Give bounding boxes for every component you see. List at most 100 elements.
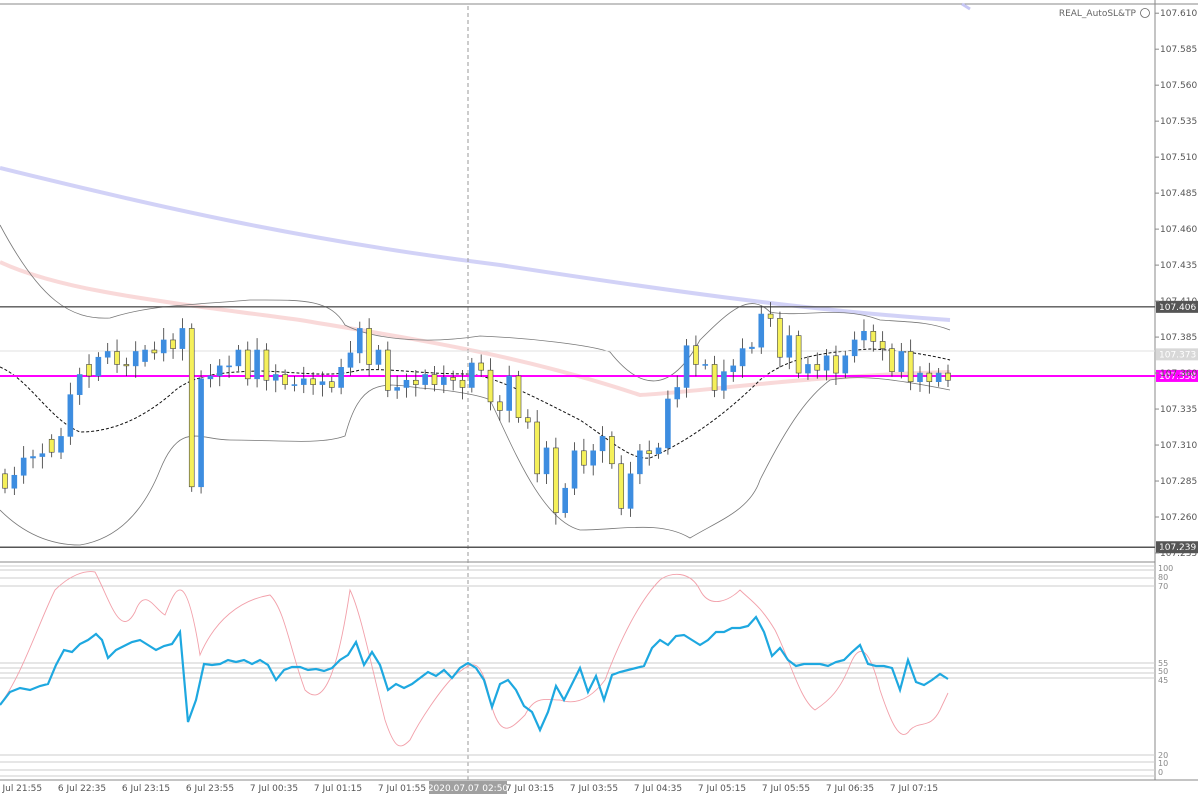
candle-body (114, 351, 120, 365)
time-tick-label: 7 Jul 06:35 (826, 784, 874, 794)
crosshair-time-box (429, 781, 507, 794)
oscillator-level-label: 100 (1158, 564, 1173, 573)
candle-body (244, 349, 251, 380)
time-tick-label: 7 Jul 05:55 (762, 784, 810, 794)
oscillator-level-label: 55 (1158, 659, 1168, 668)
candle-body (198, 378, 204, 488)
oscillator-level-label: 0 (1158, 768, 1163, 777)
time-tick-label: 7 Jul 07:15 (890, 784, 938, 794)
price-tick-label: 107.610 (1160, 9, 1197, 19)
candle-body (842, 355, 849, 374)
price-tick-label: 107.360 (1160, 369, 1197, 379)
candle-body (123, 364, 130, 367)
candle-body (48, 438, 55, 453)
oscillator-level-label: 20 (1158, 751, 1168, 760)
candle-body (907, 351, 914, 383)
time-tick-label: 6 Jul 23:55 (186, 784, 234, 794)
stochastic-line (0, 571, 949, 747)
candle-body (478, 362, 484, 371)
candle-body (618, 463, 625, 509)
mid-ma-line (0, 260, 951, 398)
candle-body (693, 345, 699, 365)
candle-body (431, 374, 438, 385)
price-tick-label: 107.385 (1160, 333, 1197, 343)
candle-body (347, 352, 354, 368)
candle-body (170, 339, 176, 349)
candle-body (917, 372, 923, 383)
candle-body (683, 345, 690, 388)
resistance-line-label: 107.406 (1159, 303, 1196, 313)
indicator-label: REAL_AutoSL&TP (1059, 9, 1137, 19)
ask-price-label: 107.373 (1159, 350, 1196, 360)
candle-body (674, 387, 681, 400)
time-tick-label: 7 Jul 03:55 (570, 784, 618, 794)
candle-body (375, 349, 382, 365)
time-tick-label: 6 Jul 22:35 (58, 784, 106, 794)
candle-body (749, 346, 755, 349)
price-tick-label: 107.310 (1160, 441, 1197, 451)
candle-body (300, 378, 307, 385)
candle-body (758, 313, 765, 348)
candle-body (254, 349, 260, 380)
candle-body (469, 362, 475, 388)
candle-body (132, 351, 139, 367)
candle-body (441, 377, 447, 385)
candle-body (833, 355, 839, 374)
oscillator-level-label: 80 (1158, 573, 1168, 582)
candle-body (655, 447, 662, 454)
candle-body (721, 371, 727, 391)
candle-body (413, 379, 419, 385)
price-tick-label: 107.435 (1160, 261, 1197, 271)
bollinger-lower (0, 377, 951, 546)
candle-body (553, 447, 559, 513)
candle-body (58, 436, 64, 453)
time-tick-label: 7 Jul 01:55 (378, 784, 426, 794)
candle-body (216, 365, 223, 377)
candle-body (515, 375, 522, 418)
candle-body (702, 364, 709, 366)
candle-body (571, 450, 578, 489)
candle-body (525, 417, 531, 423)
candle-body (422, 374, 428, 385)
support-line-tag (1156, 541, 1198, 554)
resistance-line-tag (1156, 300, 1198, 313)
price-tick-label: 107.560 (1160, 81, 1197, 91)
candle-body (627, 473, 634, 509)
time-tick-label: 6 Jul 23:15 (122, 784, 170, 794)
price-tick-label: 107.335 (1160, 405, 1197, 415)
candle-body (777, 318, 783, 358)
candle-body (160, 339, 167, 354)
candle-body (861, 331, 867, 341)
candle-body (67, 394, 74, 437)
candle-body (945, 372, 951, 381)
candle-body (665, 398, 671, 449)
candle-body (385, 349, 391, 391)
candle-body (543, 447, 550, 475)
bollinger-upper (0, 224, 951, 382)
candle-body (814, 364, 821, 371)
time-tick-label: 7 Jul 00:35 (250, 784, 298, 794)
price-tick-label: 107.235 (1160, 549, 1197, 559)
candle-body (609, 436, 615, 465)
candle-body (459, 379, 466, 388)
oscillator-level-label: 70 (1158, 582, 1168, 591)
price-tick-label: 107.260 (1160, 513, 1197, 523)
candle-body (889, 348, 895, 372)
candles-group (2, 302, 951, 525)
price-tick-label: 107.485 (1160, 189, 1197, 199)
price-tick-label: 107.585 (1160, 45, 1197, 55)
current-price-line-tag (1156, 369, 1198, 382)
candle-body (39, 453, 46, 457)
candle-body (263, 349, 270, 381)
plot-area[interactable] (0, 0, 1155, 796)
candle-body (151, 349, 158, 354)
candle-body (291, 384, 298, 386)
candle-body (851, 339, 858, 357)
candle-body (870, 331, 877, 342)
oscillator-level-label: 45 (1158, 676, 1168, 685)
candle-body (730, 365, 737, 372)
candle-body (786, 335, 793, 358)
